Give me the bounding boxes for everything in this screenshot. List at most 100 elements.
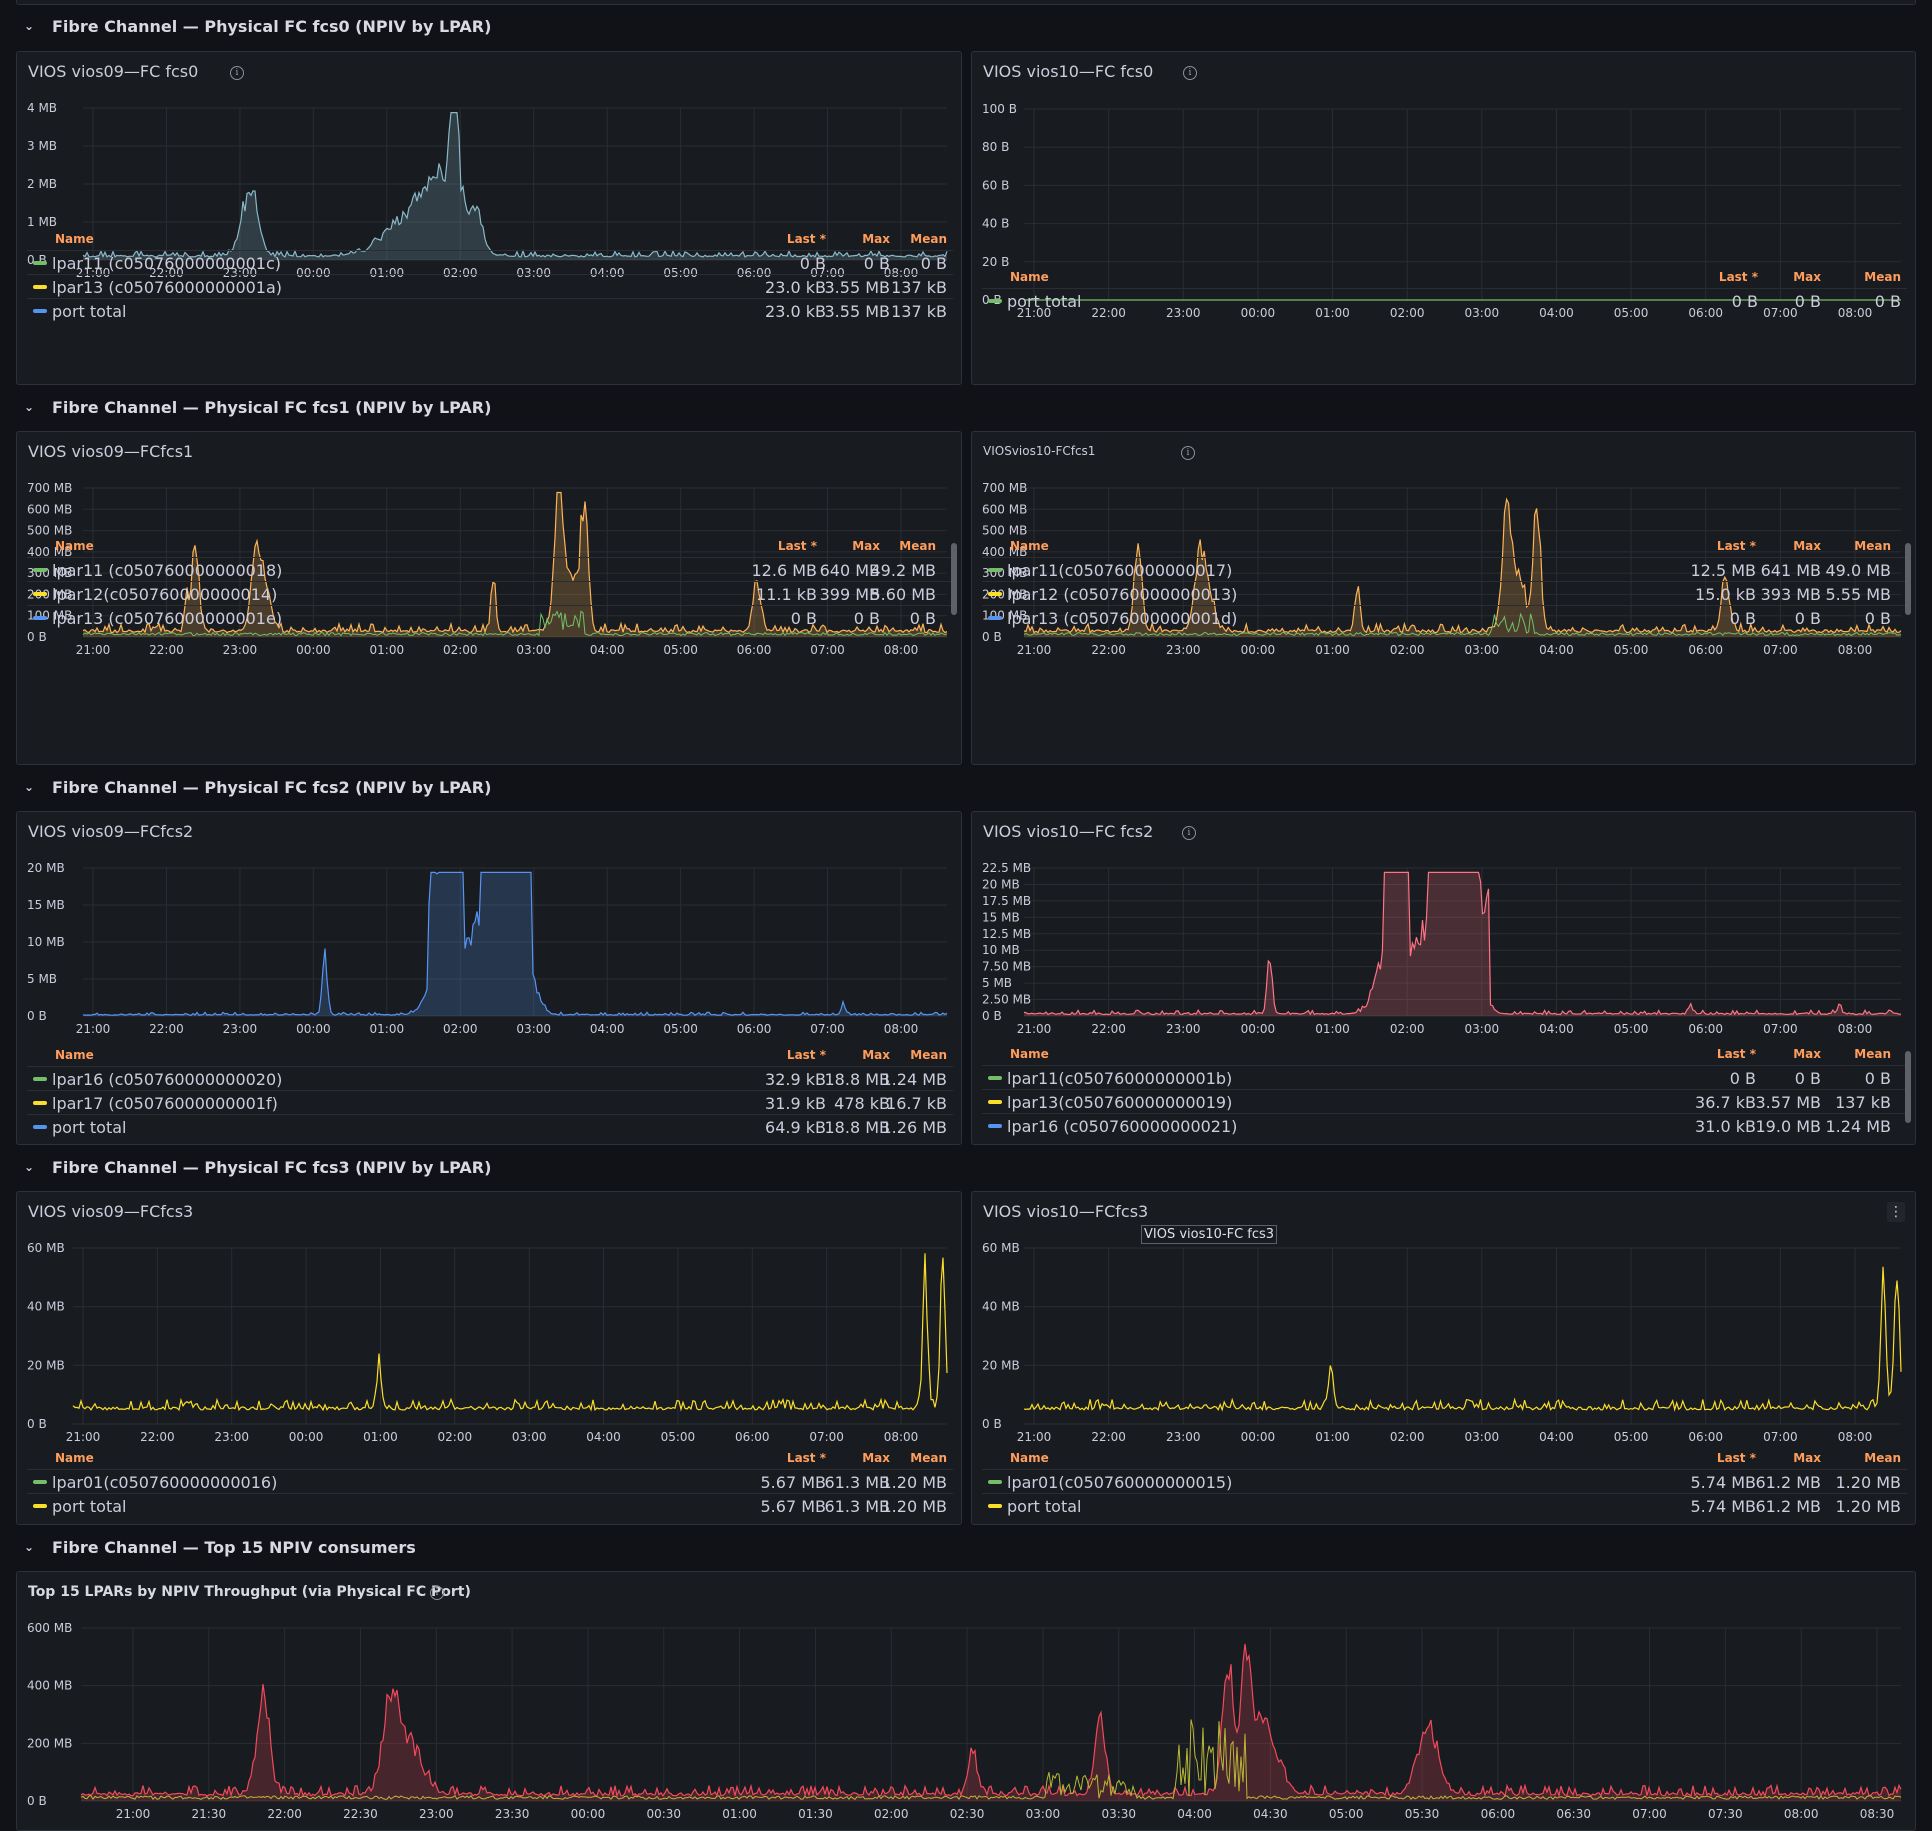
legend-header-name[interactable]: Name xyxy=(55,232,94,246)
legend-header-max[interactable]: Max xyxy=(1793,539,1821,553)
legend-header-max[interactable]: Max xyxy=(862,1451,890,1465)
legend-header-max[interactable]: Max xyxy=(862,232,890,246)
panel-vios10-fcs2[interactable]: VIOS vios10—FC fcs2 i 22.5 MB 20 MB 17.5 M… xyxy=(971,811,1916,1145)
info-icon[interactable]: i xyxy=(430,1586,444,1600)
panel-menu-icon[interactable]: ⋮ xyxy=(1887,1202,1905,1222)
legend-scrollbar[interactable] xyxy=(1905,1051,1911,1123)
panel-vios10-fcs0[interactable]: VIOS vios10—FC fcs0 i 100 B 80 B 60 B 40 B 2… xyxy=(971,51,1916,385)
chevron-down-icon[interactable]: ⌄ xyxy=(24,1540,35,1554)
panel-vios09-fcs3[interactable]: VIOS vios09—FCfcs3 60 MB 40 MB 20 MB 0 B 21:… xyxy=(16,1191,962,1525)
legend-row[interactable]: lpar13 (c05076000000001d) 0 B 0 B 0 B xyxy=(982,605,1907,630)
legend-header-mean[interactable]: Mean xyxy=(1854,539,1891,553)
legend-series-name[interactable]: lpar13(c050760000000019) xyxy=(1007,1092,1233,1112)
chevron-down-icon[interactable]: ⌄ xyxy=(24,19,35,33)
legend-series-name[interactable]: port total xyxy=(52,1117,127,1137)
legend-header-max[interactable]: Max xyxy=(1793,270,1821,284)
legend-header-last[interactable]: Last * xyxy=(1716,1451,1756,1465)
legend-series-name[interactable]: lpar16 (c050760000000020) xyxy=(52,1069,283,1089)
legend-row[interactable]: lpar17 (c05076000000001f) 31.9 kB 478 kB 16… xyxy=(27,1090,953,1115)
chevron-down-icon[interactable]: ⌄ xyxy=(24,1160,35,1174)
info-icon[interactable]: i xyxy=(230,66,244,80)
panel-vios09-fcs1[interactable]: VIOS vios09—FCfcs1 700 MB 600 MB 500 MB 400… xyxy=(16,431,962,765)
legend-row[interactable]: lpar11 (c05076000000001c) 0 B 0 B 0 B xyxy=(27,250,953,275)
legend-header-name[interactable]: Name xyxy=(1010,1451,1049,1465)
legend-header-name[interactable]: Name xyxy=(55,1451,94,1465)
legend-header-last[interactable]: Last * xyxy=(1718,270,1758,284)
legend-row[interactable]: port total 0 B 0 B 0 B xyxy=(982,288,1907,313)
legend-header-name[interactable]: Name xyxy=(55,539,94,553)
chart-svg[interactable]: 100 B 80 B 60 B 40 B 20 B 0 B 21:00 22:00 23:00 0… xyxy=(972,52,1916,385)
legend-header-max[interactable]: Max xyxy=(862,1048,890,1062)
legend-scrollbar[interactable] xyxy=(951,543,957,615)
legend-row[interactable]: lpar16 (c050760000000021) 31.0 kB 19.0 MB 1… xyxy=(982,1113,1907,1138)
legend-row[interactable]: lpar01(c050760000000016) 5.67 MB 61.3 MB 1.… xyxy=(27,1469,953,1494)
panel-vios10-fcs3[interactable]: VIOS vios10—FCfcs3 ⋮ VIOS vios10-FC fcs3… xyxy=(971,1191,1916,1525)
row-header-fcs0[interactable]: ⌄ Fibre Channel — Physical FC fcs0 (NPIV … xyxy=(0,8,1932,44)
legend-header-last[interactable]: Last * xyxy=(786,232,826,246)
legend-row[interactable]: lpar12(c050760000000014) 11.1 kB 399 MB 5.6… xyxy=(27,581,953,606)
legend-series-name[interactable]: lpar11(c05076000000001b) xyxy=(1007,1068,1233,1088)
legend-series-name[interactable]: lpar11 (c050760000000018) xyxy=(52,560,283,580)
legend-scrollbar[interactable] xyxy=(1905,543,1911,615)
legend-series-name[interactable]: port total xyxy=(52,301,127,321)
legend-header-max[interactable]: Max xyxy=(1793,1451,1821,1465)
panel-vios09-fcs0[interactable]: VIOS vios09—FC fcs0 i 4 MB 3 MB 2 MB 1 MB 0 … xyxy=(16,51,962,385)
legend-row[interactable]: port total 64.9 kB 18.8 MB 1.26 MB xyxy=(27,1114,953,1139)
chart-svg[interactable]: 20 MB 15 MB 10 MB 5 MB 0 B 21:00 22:00 23:00 00:… xyxy=(17,812,962,1145)
chevron-down-icon[interactable]: ⌄ xyxy=(24,400,35,414)
legend-row[interactable]: lpar13 (c05076000000001e) 0 B 0 B 0 B xyxy=(27,605,953,630)
legend-header-mean[interactable]: Mean xyxy=(910,232,947,246)
row-header-top15[interactable]: ⌄ Fibre Channel — Top 15 NPIV consumers xyxy=(0,1529,1932,1565)
legend-header-last[interactable]: Last * xyxy=(1716,539,1756,553)
legend-series-name[interactable]: lpar01(c050760000000016) xyxy=(52,1472,278,1492)
legend-header-last[interactable]: Last * xyxy=(786,1451,826,1465)
panel-vios09-fcs2[interactable]: VIOS vios09—FCfcs2 20 MB 15 MB 10 MB 5 MB 0 … xyxy=(16,811,962,1145)
legend-header-name[interactable]: Name xyxy=(55,1048,94,1062)
legend-header-name[interactable]: Name xyxy=(1010,539,1049,553)
legend-series-name[interactable]: lpar13 (c05076000000001d) xyxy=(1007,608,1238,628)
chevron-down-icon[interactable]: ⌄ xyxy=(24,780,35,794)
chart-svg[interactable]: 60 MB 40 MB 20 MB 0 B 21:00 22:00 23:00 00:00 01… xyxy=(972,1192,1916,1525)
legend-row[interactable]: lpar13 (c05076000000001a) 23.0 kB 3.55 MB 1… xyxy=(27,274,953,299)
chart-svg[interactable]: 22.5 MB 20 MB 17.5 MB 15 MB 12.5 MB 10 MB 7.50… xyxy=(972,812,1916,1145)
legend-row[interactable]: lpar01(c050760000000015) 5.74 MB 61.2 MB 1.… xyxy=(982,1469,1907,1494)
legend-header-mean[interactable]: Mean xyxy=(1864,1451,1901,1465)
legend-header-last[interactable]: Last * xyxy=(1716,1047,1756,1061)
legend-series-name[interactable]: lpar12(c050760000000014) xyxy=(52,584,278,604)
panel-vios10-fcs1[interactable]: VIOSvios10-FCfcs1 i 700 MB 600 MB 500 MB 40… xyxy=(971,431,1916,765)
legend-series-name[interactable]: lpar11 (c05076000000001c) xyxy=(52,253,282,273)
info-icon[interactable]: i xyxy=(1182,826,1196,840)
legend-series-name[interactable]: lpar01(c050760000000015) xyxy=(1007,1472,1233,1492)
legend-row[interactable]: lpar11(c05076000000001b) 0 B 0 B 0 B xyxy=(982,1065,1907,1090)
legend-series-name[interactable]: lpar16 (c050760000000021) xyxy=(1007,1116,1238,1136)
legend-header-mean[interactable]: Mean xyxy=(1854,1047,1891,1061)
panel-top15-npiv[interactable]: Top 15 LPARs by NPIV Throughput (via Phy… xyxy=(16,1571,1916,1831)
info-icon[interactable]: i xyxy=(1183,66,1197,80)
legend-row[interactable]: port total 5.67 MB 61.3 MB 1.20 MB xyxy=(27,1493,953,1518)
legend-header-max[interactable]: Max xyxy=(852,539,880,553)
chart-svg[interactable]: 4 MB 3 MB 2 MB 1 MB 0 B 21:00 22:00 23:00 00:00 0… xyxy=(17,52,962,385)
chart-svg[interactable]: 600 MB 400 MB 200 MB 0 B 21:00 21:30 22:00 22:3… xyxy=(17,1572,1916,1831)
chart-svg[interactable]: 60 MB 40 MB 20 MB 0 B 21:00 22:00 23:00 00:00 01… xyxy=(17,1192,962,1525)
legend-series-name[interactable]: lpar17 (c05076000000001f) xyxy=(52,1093,278,1113)
legend-header-mean[interactable]: Mean xyxy=(910,1048,947,1062)
legend-row[interactable]: lpar12 (c050760000000013) 15.0 kB 393 MB 5.… xyxy=(982,581,1907,606)
legend-header-last[interactable]: Last * xyxy=(786,1048,826,1062)
legend-row[interactable]: port total 23.0 kB 3.55 MB 137 kB xyxy=(27,298,953,323)
legend-row[interactable]: port total 5.74 MB 61.2 MB 1.20 MB xyxy=(982,1493,1907,1518)
legend-series-name[interactable]: lpar13 (c05076000000001e) xyxy=(52,608,283,628)
legend-row[interactable]: lpar13(c050760000000019) 36.7 kB 3.57 MB 13… xyxy=(982,1089,1907,1114)
legend-series-name[interactable]: lpar11(c050760000000017) xyxy=(1007,560,1233,580)
legend-header-max[interactable]: Max xyxy=(1793,1047,1821,1061)
info-icon[interactable]: i xyxy=(1181,446,1195,460)
row-header-fcs1[interactable]: ⌄ Fibre Channel — Physical FC fcs1 (NPIV … xyxy=(0,389,1932,425)
legend-header-last[interactable]: Last * xyxy=(777,539,817,553)
legend-row[interactable]: lpar11(c050760000000017) 12.5 MB 641 MB 49.… xyxy=(982,557,1907,582)
legend-header-mean[interactable]: Mean xyxy=(899,539,936,553)
legend-row[interactable]: lpar16 (c050760000000020) 32.9 kB 18.8 MB 1… xyxy=(27,1066,953,1091)
legend-series-name[interactable]: lpar13 (c05076000000001a) xyxy=(52,277,283,297)
legend-header-name[interactable]: Name xyxy=(1010,1047,1049,1061)
row-header-fcs2[interactable]: ⌄ Fibre Channel — Physical FC fcs2 (NPIV … xyxy=(0,769,1932,805)
